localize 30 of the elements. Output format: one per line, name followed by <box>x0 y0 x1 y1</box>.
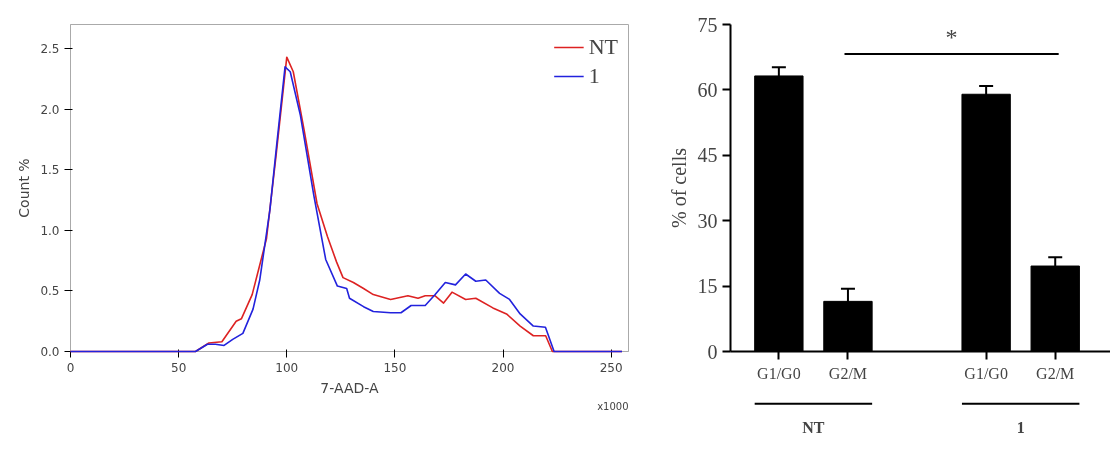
legend-label: 1 <box>588 63 601 89</box>
x-tick-label: 0 <box>66 360 75 375</box>
x-tick-label: 250 <box>599 360 623 375</box>
y-axis-title: Count % <box>16 158 33 218</box>
y-tick-label: 1.0 <box>40 223 60 238</box>
text: x1000 <box>597 400 629 412</box>
y-tick-label: 2.5 <box>40 42 60 57</box>
text: NT <box>802 418 825 436</box>
y-axis-title: % of cells <box>667 147 690 228</box>
y-tick-label: 60 <box>697 78 718 101</box>
y-tick-label: 30 <box>697 209 718 232</box>
x-tick-label: G2/M <box>828 364 868 382</box>
x-tick-label: G2/M <box>1036 364 1075 382</box>
x-tick-label: 50 <box>171 360 187 375</box>
y-tick-label: 45 <box>697 144 718 167</box>
annotation: * <box>945 23 958 50</box>
x-tick-label: 100 <box>275 360 299 375</box>
y-tick-label: 2.0 <box>40 102 60 117</box>
legend-label: NT <box>588 34 618 60</box>
y-tick-label: 75 <box>697 13 718 36</box>
y-tick-label: 0.5 <box>40 284 60 299</box>
y-tick-label: 15 <box>697 275 718 298</box>
x-axis-title: 7-AAD-A <box>320 379 380 396</box>
x-tick-label: 150 <box>383 360 407 375</box>
y-tick-label: 0.0 <box>40 345 60 359</box>
x-tick-label: 200 <box>491 360 515 375</box>
x-tick-label: G1/G0 <box>757 364 801 382</box>
y-tick-label: 1.5 <box>40 163 60 178</box>
x-tick-label: G1/G0 <box>964 364 1008 382</box>
text: 1 <box>1016 418 1025 436</box>
